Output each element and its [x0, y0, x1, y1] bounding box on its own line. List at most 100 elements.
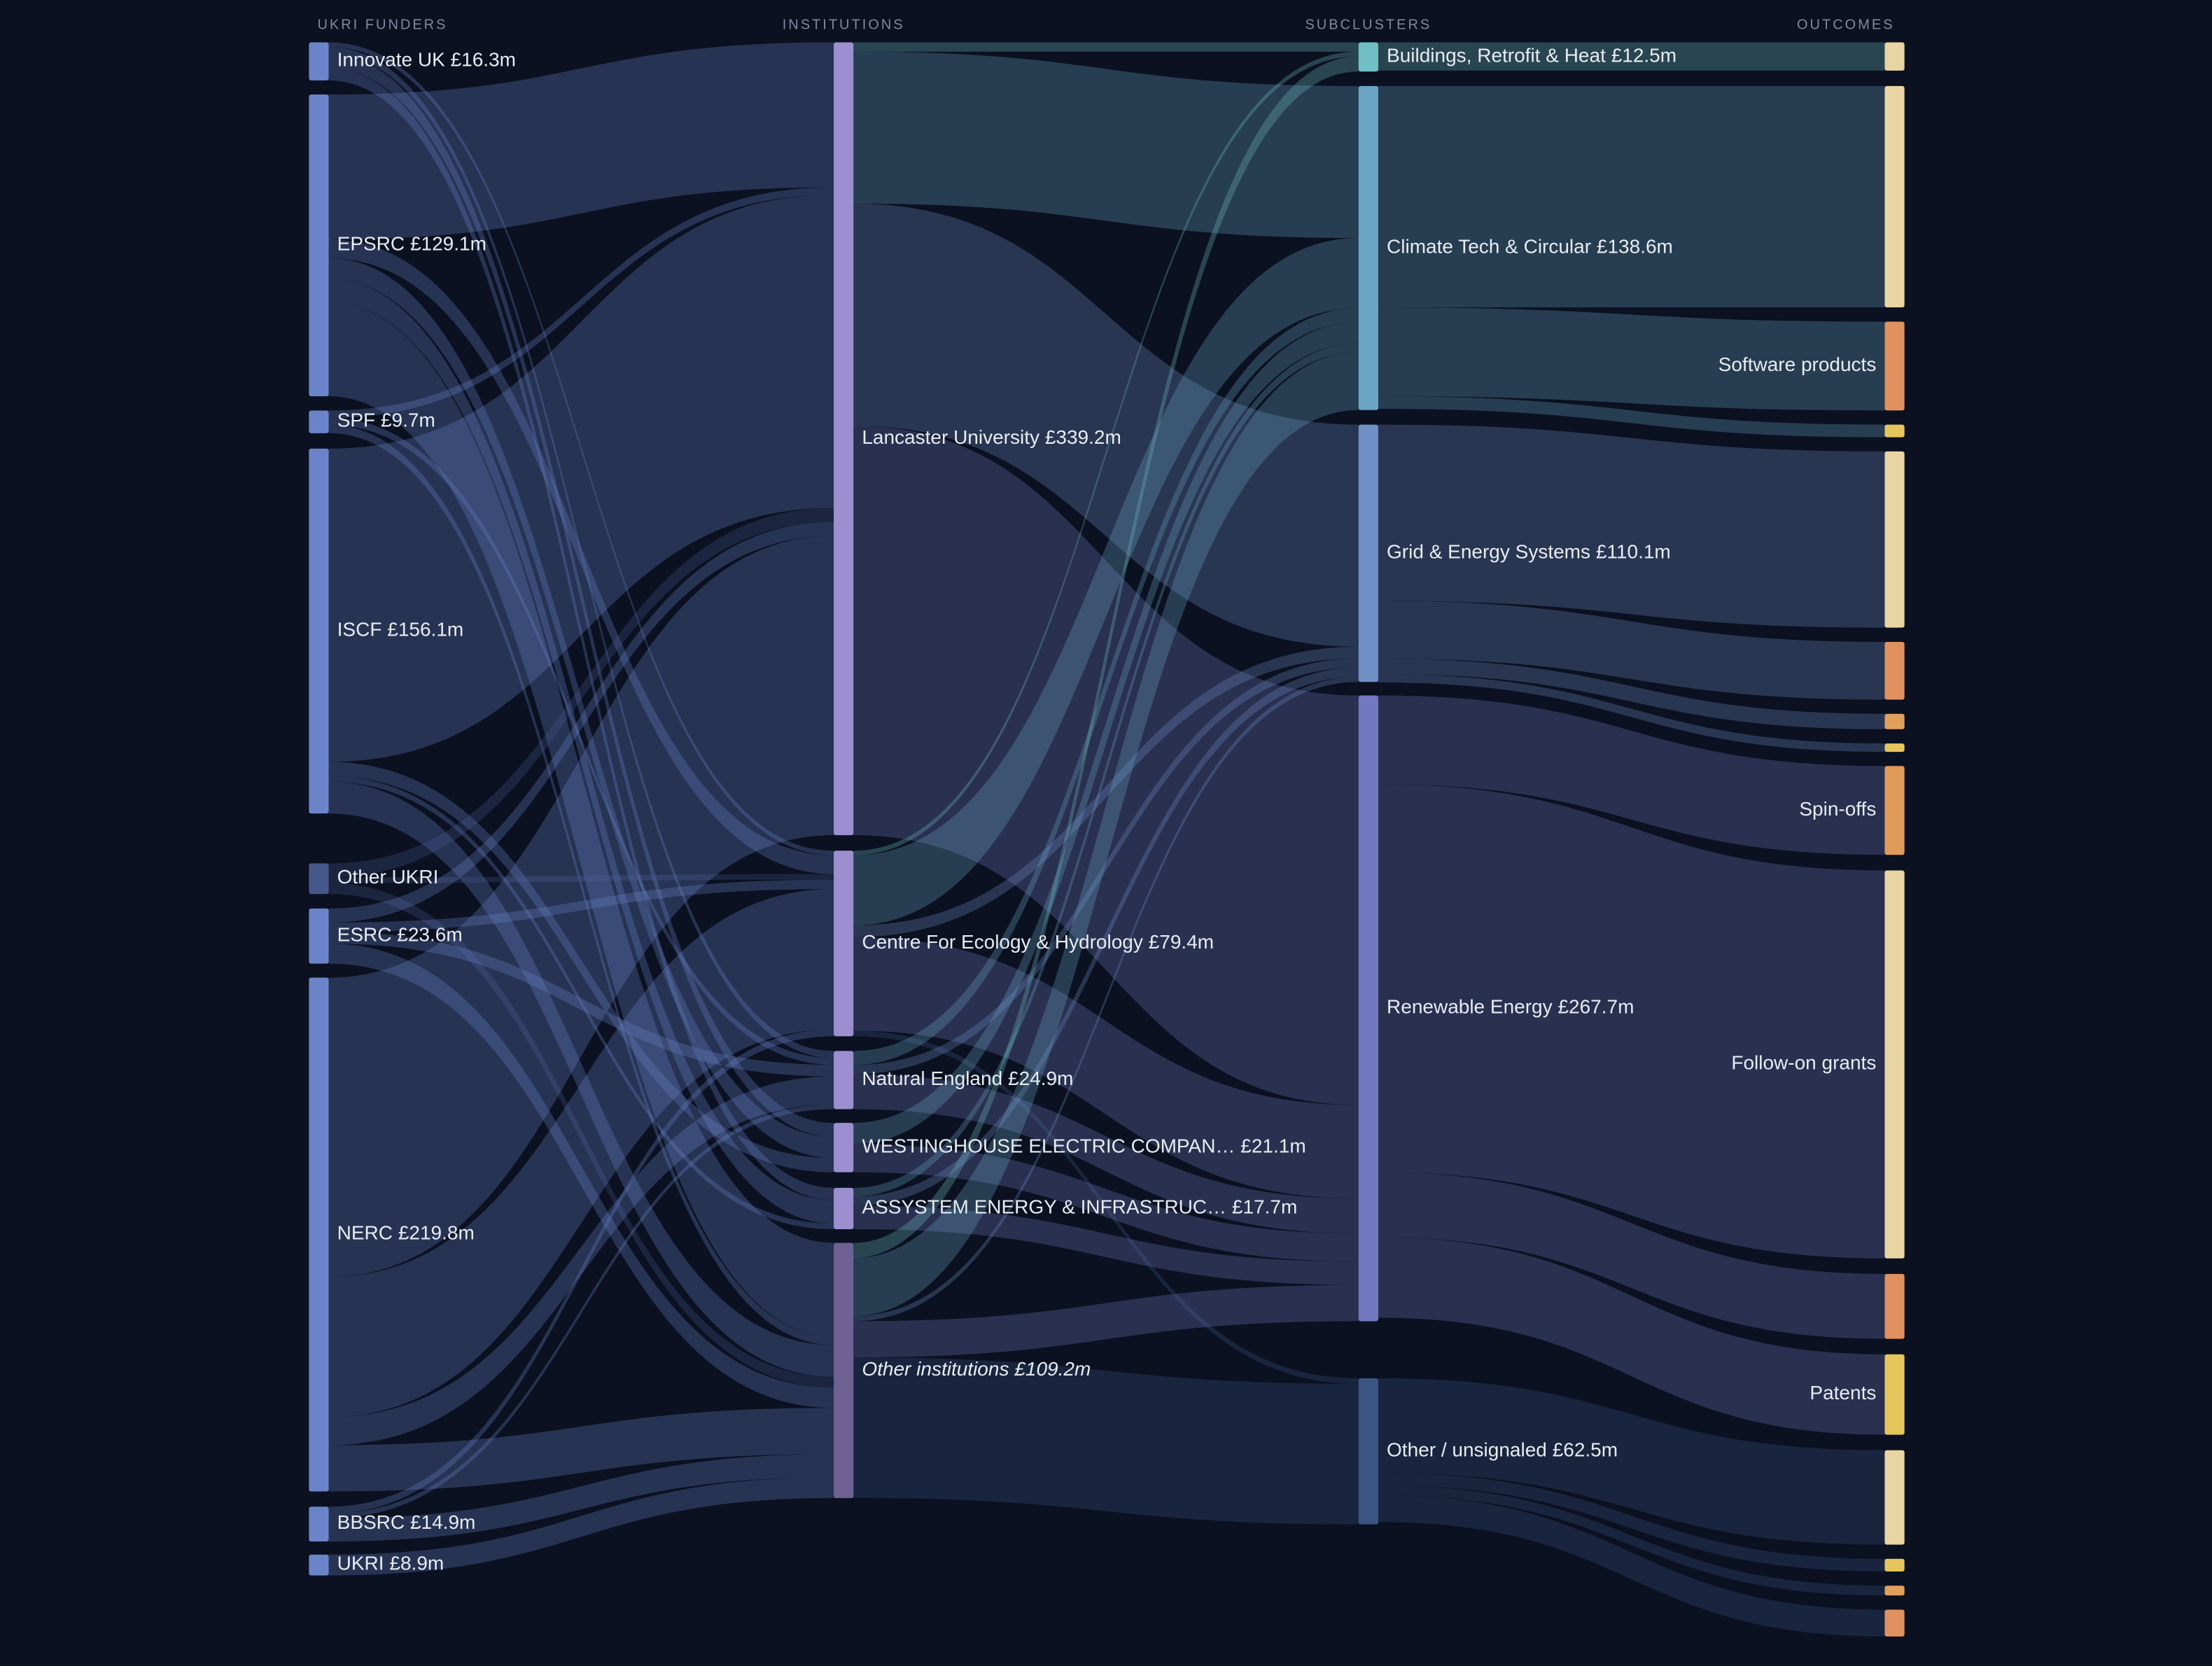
node-value: £21.1m — [1240, 1135, 1306, 1157]
link — [328, 943, 834, 1408]
node-name: Patents — [1809, 1382, 1876, 1404]
node — [834, 1242, 854, 1499]
link — [1378, 695, 1885, 855]
node — [834, 1123, 854, 1172]
node-value: £110.1m — [1596, 541, 1671, 563]
node — [1884, 1273, 1905, 1339]
node — [309, 908, 329, 964]
node-label: Innovate UK £16.3m — [337, 49, 516, 71]
link — [328, 279, 834, 1224]
node-label: Spin-offs — [1799, 798, 1876, 820]
link — [853, 1205, 1359, 1285]
node-name: SPF — [337, 410, 375, 431]
link — [328, 883, 834, 1388]
node-value: £17.7m — [1232, 1196, 1297, 1218]
column-header: OUTCOMES — [1797, 18, 1895, 33]
link — [1378, 1472, 1885, 1572]
node-value: £8.9m — [389, 1553, 444, 1574]
node — [834, 850, 854, 1037]
node — [1884, 1558, 1905, 1572]
node — [309, 863, 329, 895]
link — [328, 874, 834, 883]
link — [328, 47, 834, 1058]
node — [1884, 766, 1905, 855]
link — [853, 1284, 1359, 1358]
link — [328, 302, 834, 1337]
node-label: UKRI £8.9m — [337, 1553, 444, 1574]
link — [328, 239, 834, 874]
link — [853, 322, 1359, 1144]
node-name: ASSYSTEM ENERGY & INFRASTRUC… — [862, 1196, 1226, 1218]
node — [834, 1187, 854, 1229]
link — [328, 187, 834, 419]
node — [1884, 1586, 1905, 1596]
node-value: £14.9m — [410, 1512, 475, 1534]
node — [1884, 641, 1905, 700]
link — [1378, 85, 1885, 308]
link — [328, 888, 834, 1418]
link — [328, 1029, 834, 1514]
node-name: Lancaster University — [862, 426, 1040, 448]
link — [328, 68, 834, 1200]
node — [834, 1051, 854, 1110]
column-header: UKRI FUNDERS — [317, 18, 447, 33]
link — [328, 418, 834, 1065]
node-value: £109.2m — [1014, 1358, 1091, 1380]
link — [853, 658, 1359, 1074]
link — [1378, 396, 1885, 438]
node — [1884, 451, 1905, 628]
link — [853, 308, 1359, 1065]
link — [328, 1104, 834, 1519]
node-label: Grid & Energy Systems £110.1m — [1387, 541, 1671, 563]
node-name: Grid & Energy Systems — [1387, 541, 1590, 563]
link — [1378, 424, 1885, 628]
nodes: UKRI FUNDERS Innovate UK £16.3m EPSRC £129.1… — [309, 18, 1905, 1637]
node — [1884, 1609, 1905, 1637]
node — [1884, 870, 1905, 1259]
node-name: ESRC — [337, 924, 392, 946]
node — [309, 977, 329, 1492]
node-label: Buildings, Retrofit & Heat £12.5m — [1387, 45, 1676, 66]
node — [1884, 1354, 1905, 1435]
node-name: Natural England — [862, 1068, 1002, 1089]
node-value: £23.6m — [397, 924, 462, 946]
link — [328, 42, 834, 855]
link — [853, 937, 1359, 1199]
node-name: Buildings, Retrofit & Heat — [1387, 45, 1606, 66]
link — [853, 1144, 1359, 1262]
link — [328, 932, 834, 1077]
link — [1378, 1485, 1885, 1596]
link — [328, 1454, 834, 1542]
link — [328, 258, 834, 1158]
node-label: Other institutions £109.2m — [862, 1358, 1091, 1380]
node — [1358, 695, 1378, 1322]
node-label: BBSRC £14.9m — [337, 1512, 476, 1534]
link — [328, 54, 834, 1138]
node-name: Other UKRI — [337, 867, 439, 888]
link — [1378, 601, 1885, 700]
node — [1358, 1378, 1378, 1525]
node-name: UKRI — [337, 1553, 384, 1574]
node-name: Other institutions — [862, 1358, 1009, 1380]
link — [328, 781, 834, 1377]
link — [853, 56, 1359, 1259]
node-name: EPSRC — [337, 233, 405, 255]
node — [1884, 424, 1905, 438]
link — [328, 776, 834, 1229]
node-label: Renewable Energy £267.7m — [1387, 996, 1634, 1018]
link — [1378, 1237, 1885, 1435]
node — [1358, 85, 1378, 410]
link — [853, 351, 1359, 1317]
node — [1884, 321, 1905, 411]
node-label: WESTINGHOUSE ELECTRIC COMPAN… £21.1m — [862, 1135, 1306, 1157]
node — [309, 1554, 329, 1576]
node-label: Climate Tech & Circular £138.6m — [1387, 236, 1673, 258]
node-label: ASSYSTEM ENERGY & INFRASTRUC… £17.7m — [862, 1196, 1297, 1218]
link — [853, 42, 1359, 52]
node-name: Renewable Energy — [1387, 996, 1553, 1018]
node-name: WESTINGHOUSE ELECTRIC COMPAN… — [862, 1135, 1235, 1157]
link — [1378, 1494, 1885, 1637]
node-name: Centre For Ecology & Hydrology — [862, 931, 1143, 953]
